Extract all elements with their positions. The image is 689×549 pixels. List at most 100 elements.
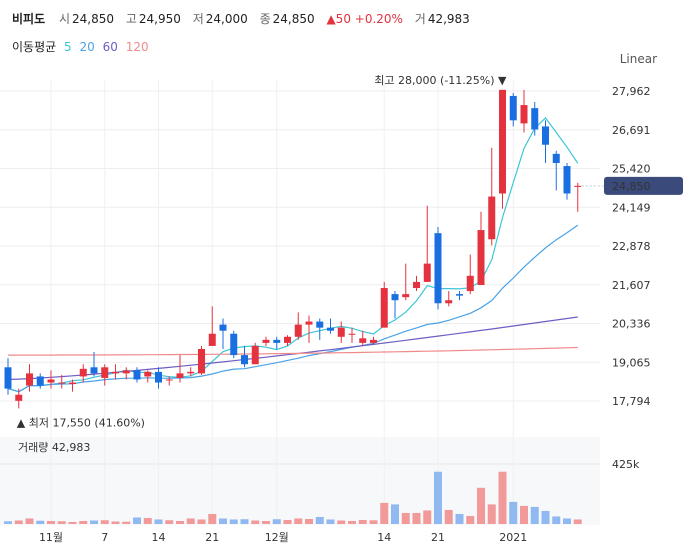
candle-body: [456, 294, 463, 296]
volume-bar: [455, 513, 464, 524]
price-tick-label: 19,065: [612, 356, 651, 369]
candle-body: [391, 294, 399, 301]
open-value: 24,850: [72, 12, 114, 26]
low-value: 24,000: [205, 12, 248, 26]
volume-bar: [240, 519, 249, 524]
candle-body: [445, 300, 453, 304]
candle-body: [47, 379, 55, 383]
volume-bar: [165, 520, 174, 524]
scale-toggle[interactable]: Linear: [619, 52, 657, 66]
candle-body: [241, 355, 248, 365]
candle-body: [520, 105, 528, 124]
candle-body: [219, 324, 227, 331]
volume-bar: [412, 512, 421, 524]
price-header: 비피도 시 24,850 고 24,950 저 24,000 종 24,850 ▲50 …: [12, 10, 478, 27]
candle-body: [26, 373, 33, 386]
price-tick-label: 27,962: [612, 85, 651, 98]
candle-body: [4, 367, 12, 389]
price-tick-label: 24,149: [612, 201, 651, 214]
ma5-line: [7, 116, 579, 393]
candle-body: [251, 345, 259, 365]
candle-body: [348, 333, 356, 335]
candle-body: [563, 166, 571, 194]
candle-body: [359, 338, 367, 343]
volume-bar: [348, 520, 356, 524]
candle-body: [488, 196, 496, 240]
candle-body: [262, 339, 270, 343]
volume-bar: [530, 506, 539, 524]
volume-tick-label: 425k: [612, 458, 640, 471]
price-tick-label: 21,607: [612, 279, 651, 292]
volume-bar: [391, 504, 399, 524]
candle-body: [273, 339, 281, 343]
volume-bar: [154, 519, 163, 524]
candle-body: [509, 95, 517, 121]
volume-bar: [434, 471, 442, 524]
candle-body: [434, 233, 442, 304]
ma-60: 60: [102, 40, 118, 54]
price-tick-label: 17,794: [612, 395, 651, 408]
time-tick-label: 21: [431, 531, 445, 544]
candle-body: [370, 339, 377, 343]
candle-body: [176, 373, 184, 378]
volume-bar: [176, 520, 184, 524]
candle-body: [423, 263, 431, 282]
volume-bar: [337, 520, 346, 524]
candle-body: [337, 327, 345, 337]
candle-body: [198, 348, 205, 374]
candle-body: [284, 336, 291, 343]
candle-body: [208, 333, 216, 346]
volume-bar: [36, 520, 45, 524]
volume-bar: [208, 513, 217, 524]
candle-body: [15, 394, 23, 401]
candle-body: [79, 368, 87, 377]
volume-bar: [305, 518, 313, 524]
volume-bar: [79, 520, 88, 524]
min-annotation: ▲ 최저 17,550 (41.60%): [17, 416, 145, 429]
volume-bar: [219, 518, 227, 524]
ma-120: 120: [125, 40, 149, 54]
candle-body: [531, 108, 539, 130]
volume-bar: [423, 510, 432, 524]
volume-bar: [294, 518, 303, 524]
candle-body: [187, 371, 195, 374]
time-tick-label: 21: [205, 531, 219, 544]
candle-body: [69, 382, 76, 385]
volume-bar: [520, 505, 528, 524]
candle-body: [327, 327, 334, 331]
candle-body: [230, 333, 238, 356]
volume-bar: [197, 519, 206, 524]
volume-bar: [401, 512, 410, 524]
price-tick-label: 22,878: [612, 240, 651, 253]
time-tick-label: 7: [101, 531, 108, 544]
volume-bar: [315, 516, 324, 524]
volume-bar: [229, 519, 238, 524]
time-tick-label: 12월: [265, 531, 289, 544]
volume-bar: [541, 510, 550, 524]
open-label: 시: [58, 12, 70, 26]
volume-bar: [262, 520, 270, 524]
volume-bar: [4, 521, 12, 524]
stock-name: 비피도: [12, 12, 46, 26]
candle-body: [380, 288, 388, 328]
candle-body: [144, 371, 152, 377]
volume-bar: [487, 504, 496, 524]
moving-average-legend[interactable]: 이동평균 5 20 60 120: [12, 38, 153, 55]
volume-bar: [573, 519, 582, 524]
candle-body: [155, 371, 162, 383]
candle-body: [58, 382, 66, 384]
volume-bar: [358, 519, 367, 524]
volume-bar: [90, 520, 98, 524]
volume-bar: [369, 520, 378, 524]
volume-bar: [272, 519, 281, 524]
volume-bar: [143, 517, 152, 524]
candle-body: [413, 281, 420, 289]
max-annotation: 최고 28,000 (-11.25%) ▼: [374, 74, 507, 87]
candle-body: [552, 153, 560, 164]
volume-bar: [444, 509, 453, 524]
candle-body: [542, 126, 549, 145]
high-value: 24,950: [138, 12, 181, 26]
volume-label: 거: [414, 12, 426, 26]
volume-bar: [380, 502, 389, 524]
